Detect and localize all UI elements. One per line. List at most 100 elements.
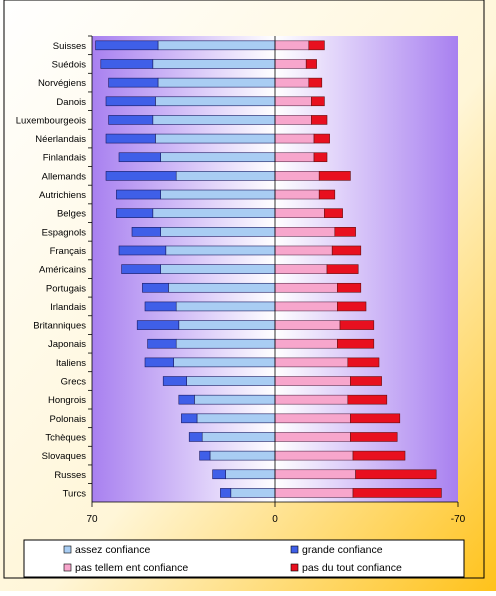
bar-pas-du-tout-suisses: [308, 40, 325, 51]
bar-pas-du-tout-tcheques: [350, 432, 398, 442]
category-label-norvegiens: Norvégiens: [38, 78, 86, 89]
bar-pas-du-tout-americains: [326, 264, 359, 274]
bar-pas-tellement-suisses: [274, 40, 310, 51]
bar-pas-tellement-turcs: [274, 488, 354, 498]
bar-pas-tellement-francais: [274, 245, 333, 256]
bar-pas-du-tout-allemands: [318, 171, 351, 181]
category-label-suedois: Suédois: [52, 59, 87, 70]
bar-assez-italiens: [173, 357, 276, 368]
bar-grande-danois: [105, 96, 156, 107]
bar-pas-tellement-russes: [274, 469, 356, 480]
bar-pas-du-tout-francais: [331, 245, 362, 256]
bar-grande-irlandais: [144, 301, 177, 312]
legend-swatch-pas-tellem-ent-confiance: [63, 563, 72, 572]
bar-grande-norvegiens: [108, 77, 159, 88]
category-label-turcs: Turcs: [63, 488, 87, 499]
bar-assez-russes: [225, 469, 276, 480]
bar-grande-turcs: [220, 488, 232, 498]
chart-frame: [3, 0, 485, 579]
bar-grande-grecs: [162, 376, 187, 386]
bar-grande-suedois: [100, 59, 154, 69]
bar-grande-belges: [116, 208, 154, 218]
bar-assez-americains: [160, 264, 276, 274]
bar-pas-tellement-belges: [274, 208, 325, 218]
bar-pas-du-tout-portugais: [337, 282, 362, 293]
bar-assez-neerlandais: [155, 133, 276, 144]
bar-grande-hongrois: [178, 394, 195, 405]
bar-pas-du-tout-danois: [311, 96, 325, 107]
bar-pas-du-tout-norvegiens: [308, 77, 323, 88]
legend-box: [23, 539, 465, 578]
category-label-luxembourgeois: Luxembourgeois: [16, 115, 86, 126]
bar-assez-francais: [165, 245, 276, 256]
bar-pas-tellement-britanniques: [274, 320, 341, 330]
bar-grande-polonais: [181, 413, 198, 424]
bar-grande-finlandais: [118, 152, 161, 163]
category-label-slovaques: Slovaques: [42, 451, 87, 462]
bar-assez-japonais: [175, 338, 276, 349]
bar-pas-tellement-tcheques: [274, 432, 351, 442]
legend-swatch-grande-confiance: [290, 545, 299, 554]
bar-pas-tellement-danois: [274, 96, 312, 107]
bar-grande-slovaques: [199, 450, 211, 461]
x-tick-label: 70: [86, 514, 98, 525]
bar-grande-luxembourgeois: [108, 115, 154, 125]
bar-pas-du-tout-luxembourgeois: [311, 115, 328, 125]
category-label-autrichiens: Autrichiens: [39, 190, 86, 201]
bar-pas-tellement-suedois: [274, 59, 307, 69]
category-label-suisses: Suisses: [53, 41, 87, 52]
category-label-allemands: Allemands: [42, 171, 87, 182]
bar-pas-du-tout-polonais: [350, 413, 401, 424]
category-label-britanniques: Britanniques: [33, 321, 86, 332]
bar-pas-du-tout-neerlandais: [313, 133, 330, 144]
legend-label-pas-tellem-ent-confiance: pas tellem ent confiance: [75, 562, 188, 574]
bar-grande-autrichiens: [116, 189, 161, 200]
legend: assez confiance grande confiance pas telle…: [23, 539, 465, 578]
x-tick-label: -70: [451, 514, 466, 525]
legend-swatch-pas-du-tout-confiance: [290, 563, 299, 572]
bar-pas-du-tout-russes: [355, 469, 437, 480]
bar-pas-tellement-americains: [274, 264, 328, 274]
bar-assez-espagnols: [160, 227, 276, 237]
bars-layer: [95, 40, 442, 498]
bar-assez-turcs: [230, 488, 276, 498]
bar-assez-grecs: [186, 376, 276, 386]
bar-pas-tellement-neerlandais: [274, 133, 315, 144]
bar-assez-tcheques: [201, 432, 276, 442]
category-label-italiens: Italiens: [56, 358, 86, 369]
bar-pas-du-tout-italiens: [347, 357, 380, 368]
bar-pas-tellement-luxembourgeois: [274, 115, 312, 125]
bar-pas-du-tout-espagnols: [334, 227, 356, 237]
bar-grande-russes: [212, 469, 226, 480]
bar-grande-allemands: [105, 171, 177, 181]
bar-assez-luxembourgeois: [152, 115, 276, 125]
bar-pas-tellement-espagnols: [274, 227, 336, 237]
bar-grande-italiens: [144, 357, 174, 368]
bar-grande-neerlandais: [105, 133, 156, 144]
category-label-espagnols: Espagnols: [42, 227, 87, 238]
category-label-finlandais: Finlandais: [43, 153, 87, 164]
category-label-francais: Français: [50, 246, 87, 257]
bar-pas-tellement-italiens: [274, 357, 349, 368]
bar-assez-finlandais: [160, 152, 276, 163]
legend-label-assez-confiance: assez confiance: [75, 544, 150, 556]
bar-pas-du-tout-slovaques: [352, 450, 406, 461]
category-labels: Suisses Suédois Norvégiens Danois Luxembourg…: [16, 35, 92, 499]
legend-label-grande-confiance: grande confiance: [302, 544, 383, 556]
bar-pas-tellement-polonais: [274, 413, 351, 424]
bar-pas-du-tout-turcs: [352, 488, 442, 498]
category-label-grecs: Grecs: [61, 377, 87, 388]
bar-grande-francais: [118, 245, 167, 256]
bar-grande-tcheques: [188, 432, 203, 442]
category-label-danois: Danois: [56, 97, 86, 108]
bar-assez-suisses: [157, 40, 276, 51]
bar-pas-du-tout-autrichiens: [318, 189, 336, 200]
bar-assez-allemands: [175, 171, 276, 181]
category-label-belges: Belges: [57, 209, 86, 220]
legend-swatch-assez-confiance: [63, 545, 72, 554]
bar-assez-danois: [155, 96, 276, 107]
legend-label-pas-du-tout-confiance: pas du tout confiance: [302, 562, 402, 574]
bar-assez-portugais: [168, 282, 276, 293]
